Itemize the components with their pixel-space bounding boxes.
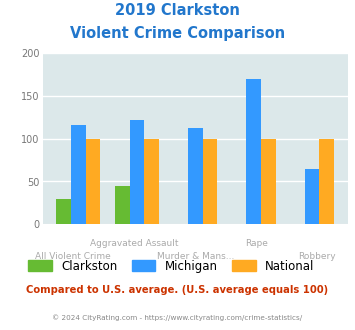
Bar	[56, 199, 71, 224]
Legend: Clarkston, Michigan, National: Clarkston, Michigan, National	[24, 255, 319, 278]
Text: Robbery: Robbery	[299, 252, 336, 261]
Bar	[246, 79, 261, 224]
Text: Rape: Rape	[245, 239, 268, 248]
Bar	[320, 139, 334, 224]
Text: © 2024 CityRating.com - https://www.cityrating.com/crime-statistics/: © 2024 CityRating.com - https://www.city…	[53, 314, 302, 321]
Text: Violent Crime Comparison: Violent Crime Comparison	[70, 26, 285, 41]
Text: Aggravated Assault: Aggravated Assault	[90, 239, 179, 248]
Bar	[130, 120, 144, 224]
Bar	[86, 139, 100, 224]
Bar	[71, 125, 86, 224]
Bar	[305, 169, 320, 224]
Bar	[115, 186, 130, 224]
Text: All Violent Crime: All Violent Crime	[35, 252, 111, 261]
Bar	[203, 139, 217, 224]
Text: Compared to U.S. average. (U.S. average equals 100): Compared to U.S. average. (U.S. average …	[26, 285, 329, 295]
Bar	[188, 128, 203, 224]
Bar	[144, 139, 159, 224]
Bar	[261, 139, 275, 224]
Text: Murder & Mans...: Murder & Mans...	[157, 252, 234, 261]
Text: 2019 Clarkston: 2019 Clarkston	[115, 3, 240, 18]
